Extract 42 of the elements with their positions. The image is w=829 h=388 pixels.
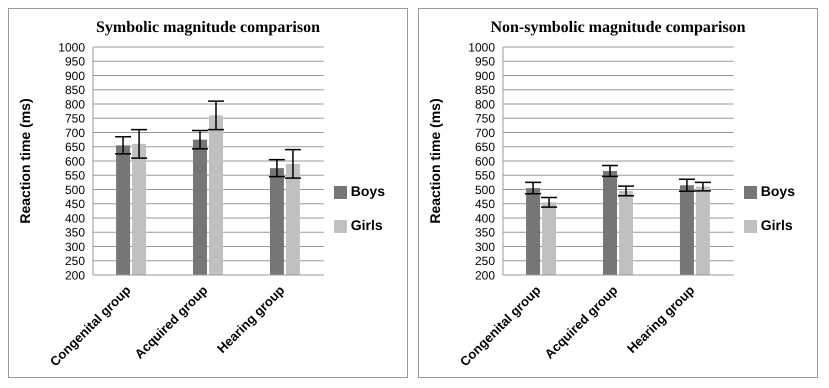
y-tick-label: 600 bbox=[474, 154, 496, 168]
y-tick-label: 400 bbox=[64, 211, 86, 226]
y-tick-label: 800 bbox=[64, 97, 86, 112]
y-tick-label: 550 bbox=[64, 168, 86, 183]
y-tick-label: 200 bbox=[64, 268, 86, 282]
y-tick-label: 250 bbox=[64, 254, 86, 268]
y-tick-label: 400 bbox=[474, 211, 496, 226]
y-tick-label: 650 bbox=[474, 140, 496, 154]
legend-label: Girls bbox=[760, 217, 793, 233]
y-tick-label: 300 bbox=[64, 240, 86, 254]
y-tick-label: 900 bbox=[64, 68, 86, 83]
y-tick-label: 900 bbox=[474, 68, 496, 83]
y-tick-label: 750 bbox=[64, 112, 86, 126]
y-tick-label: 600 bbox=[64, 154, 86, 168]
y-tick-label: 450 bbox=[64, 197, 86, 212]
y-tick-label: 250 bbox=[474, 254, 496, 268]
legend-label: Boys bbox=[760, 183, 795, 199]
y-tick-label: 200 bbox=[474, 268, 496, 282]
chart-title: Symbolic magnitude comparison bbox=[94, 19, 321, 38]
y-tick-label: 1000 bbox=[58, 40, 86, 54]
y-tick-label: 350 bbox=[64, 226, 86, 240]
y-tick-label: 700 bbox=[474, 126, 496, 140]
y-tick-label: 850 bbox=[64, 83, 86, 98]
y-tick-label: 650 bbox=[64, 140, 86, 154]
y-tick-label: 300 bbox=[474, 240, 496, 254]
y-tick-label: 500 bbox=[474, 182, 496, 197]
y-tick-label: 550 bbox=[474, 168, 496, 183]
y-tick-label: 800 bbox=[474, 97, 496, 112]
y-tick-label: 850 bbox=[474, 83, 496, 98]
legend-label: Girls bbox=[350, 217, 383, 233]
y-tick-label: 950 bbox=[64, 54, 86, 69]
y-axis-title: Reaction time (ms) bbox=[426, 98, 443, 224]
y-tick-label: 950 bbox=[474, 54, 496, 69]
y-tick-label: 750 bbox=[474, 112, 496, 126]
y-tick-label: 350 bbox=[474, 226, 496, 240]
y-tick-label: 1000 bbox=[468, 40, 496, 54]
chart-title: Non-symbolic magnitude comparison bbox=[489, 19, 747, 38]
y-tick-label: 500 bbox=[64, 182, 86, 197]
y-tick-label: 450 bbox=[474, 197, 496, 212]
y-tick-label: 700 bbox=[64, 126, 86, 140]
y-axis-title: Reaction time (ms) bbox=[16, 98, 33, 224]
legend-label: Boys bbox=[350, 183, 385, 199]
